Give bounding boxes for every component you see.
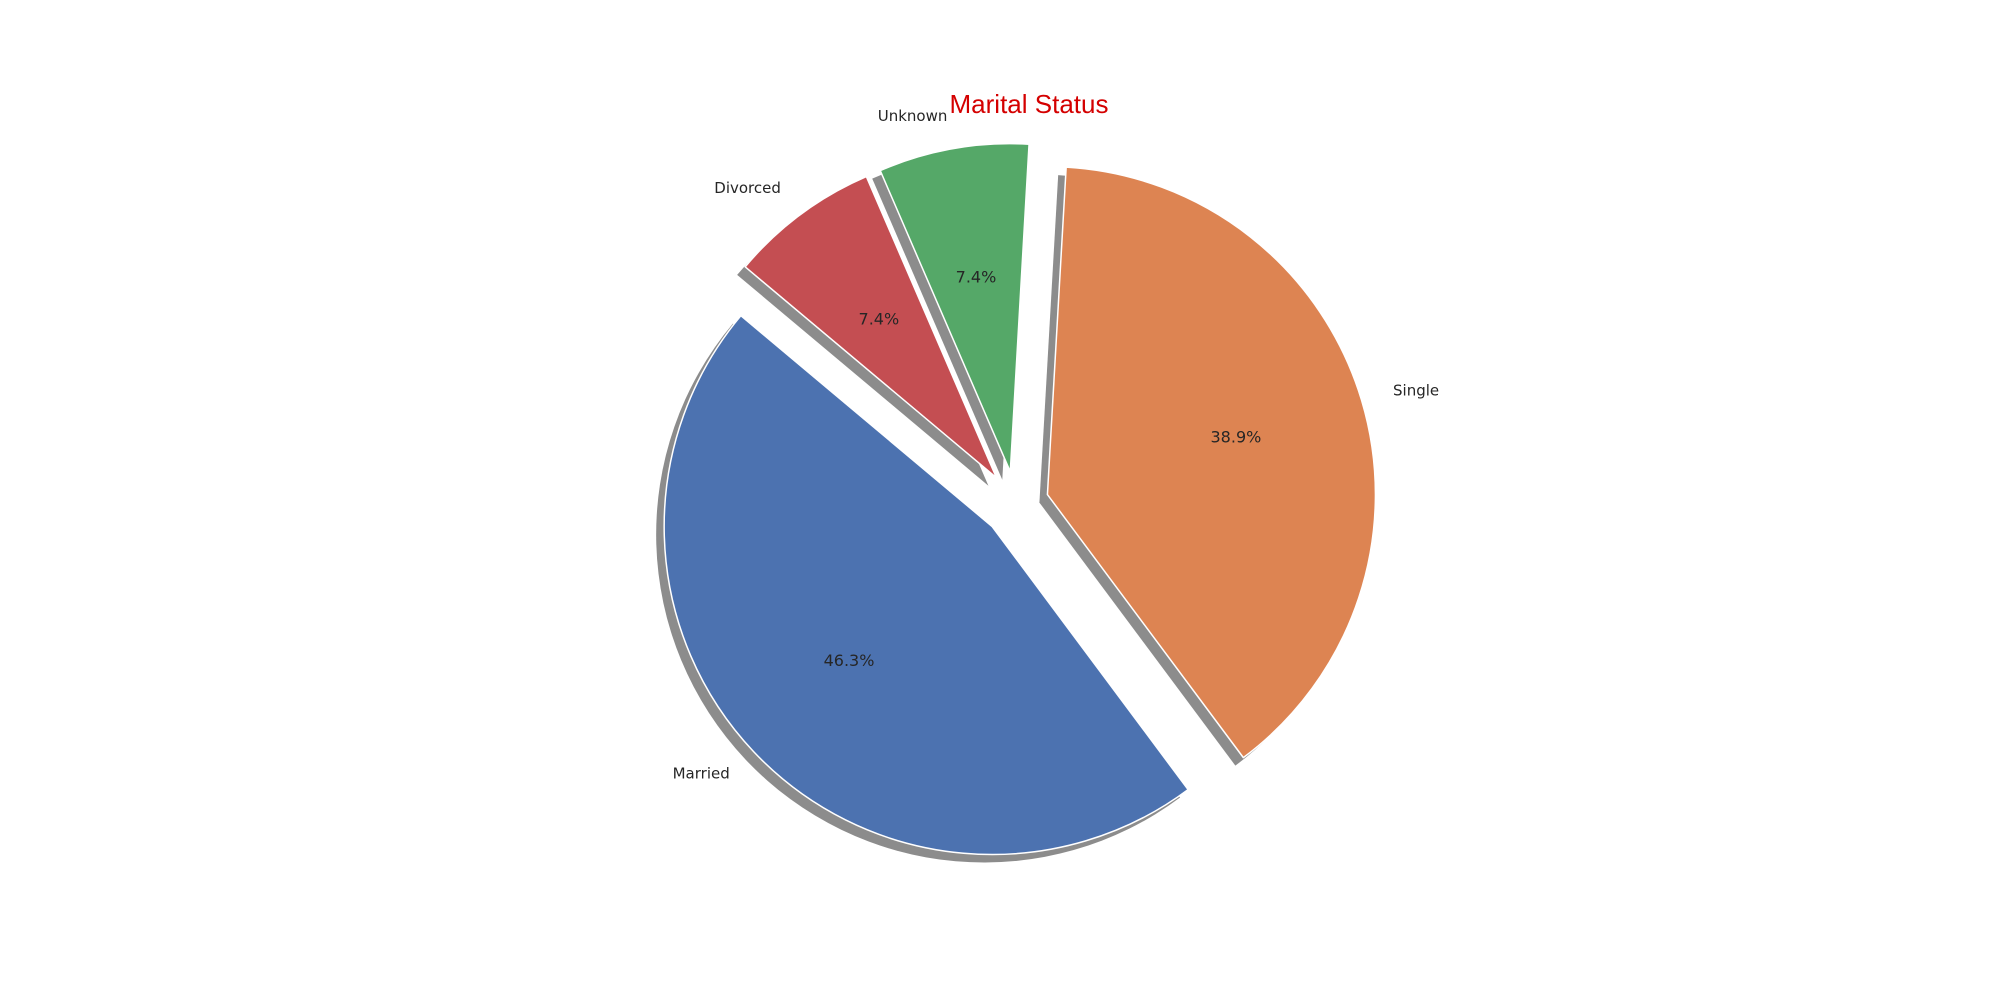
- slice-married: [663, 314, 1189, 856]
- pct-label-divorced: 7.4%: [859, 309, 900, 328]
- pct-label-married: 46.3%: [824, 651, 875, 670]
- slice-labels: Married 46.3% Single 38.9% Unknown 7.4% Divorc…: [673, 107, 1440, 783]
- slice-label-single: Single: [1393, 381, 1439, 399]
- slice-label-married: Married: [673, 765, 730, 783]
- slice-single: [1046, 166, 1377, 759]
- slice-divorced: [744, 175, 998, 479]
- slice-label-divorced: Divorced: [714, 179, 781, 197]
- pct-label-unknown: 7.4%: [956, 267, 997, 286]
- slice-label-unknown: Unknown: [878, 107, 948, 125]
- chart-title: Marital Status: [950, 89, 1109, 119]
- pie-slices: [663, 142, 1377, 856]
- pct-label-single: 38.9%: [1211, 428, 1262, 447]
- slice-unknown: [879, 142, 1030, 473]
